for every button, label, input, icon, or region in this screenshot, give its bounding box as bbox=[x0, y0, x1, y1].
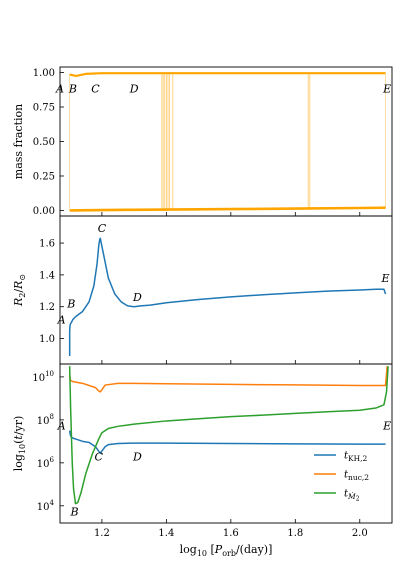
series-line-1-0 bbox=[68, 237, 387, 357]
axes-frame bbox=[59, 363, 393, 524]
axes-frame bbox=[59, 66, 393, 217]
y-tick-label: 108 bbox=[37, 413, 54, 427]
annotation-E: E bbox=[382, 83, 391, 96]
annotation-A: A bbox=[57, 420, 66, 433]
y-tick-label: 1.6 bbox=[39, 239, 55, 250]
x-tick-label: 2.0 bbox=[352, 528, 368, 539]
annotation-D: D bbox=[129, 83, 139, 96]
y-tick-label: 104 bbox=[37, 499, 55, 513]
panel-timescales: 104 106 108 1010 1.2 1.4 1.6 1.8 2.0 A B C D Elog10(t… bbox=[12, 363, 393, 558]
y-tick-label: 0.50 bbox=[33, 137, 55, 148]
panel-radius: 1.0 1.2 1.4 1.6 AB C D E R2/R⊙ bbox=[12, 215, 393, 365]
annotation-A: A bbox=[57, 313, 66, 326]
x-tick-label: 1.4 bbox=[158, 528, 174, 539]
annotation-C: C bbox=[91, 83, 100, 96]
y-tick-label: 1.00 bbox=[33, 68, 55, 79]
legend-label: tnuc,2 bbox=[344, 470, 369, 483]
y-tick-label: 106 bbox=[37, 456, 55, 470]
y-tick-label: 1.4 bbox=[39, 270, 55, 281]
y-tick-label: 0.25 bbox=[33, 171, 55, 182]
y-tick-label: 1010 bbox=[32, 370, 54, 384]
x-axis-label: log10 [Porb/(day)] bbox=[180, 543, 273, 558]
y-tick-label: 0.75 bbox=[33, 103, 55, 114]
annotation-A: A bbox=[55, 83, 64, 96]
y-axis-label: R2/R⊙ bbox=[12, 274, 27, 307]
x-tick-label: 1.8 bbox=[287, 528, 303, 539]
annotation-E: E bbox=[381, 272, 390, 285]
y-axis-label: log10(t/yr) bbox=[12, 416, 27, 472]
annotation-D: D bbox=[132, 451, 142, 464]
plot-area bbox=[68, 366, 389, 505]
series-line-2-2 bbox=[68, 366, 389, 505]
y-axis-label: mass fraction bbox=[12, 104, 25, 179]
annotation-E: E bbox=[382, 420, 391, 433]
legend-label: tṀ2 bbox=[344, 489, 360, 503]
plot-area bbox=[69, 72, 386, 212]
y-tick-label: 1.0 bbox=[39, 334, 55, 345]
series-line-2-1 bbox=[68, 366, 388, 393]
annotation-D: D bbox=[132, 291, 142, 304]
x-tick-label: 1.2 bbox=[94, 528, 110, 539]
series-line-2-0 bbox=[68, 430, 386, 454]
annotation-C: C bbox=[94, 451, 103, 464]
series-line-0-0 bbox=[69, 72, 386, 78]
annotation-B: B bbox=[69, 505, 78, 518]
annotation-C: C bbox=[98, 222, 107, 235]
plot-area bbox=[68, 237, 387, 357]
legend-label: tKH,2 bbox=[344, 451, 368, 464]
series-line-0-1 bbox=[69, 206, 386, 212]
x-tick-label: 1.6 bbox=[223, 528, 239, 539]
y-tick-label: 1.2 bbox=[39, 302, 55, 313]
annotation-B: B bbox=[66, 298, 75, 311]
y-tick-label: 0.00 bbox=[33, 206, 55, 217]
annotation-B: B bbox=[68, 83, 77, 96]
